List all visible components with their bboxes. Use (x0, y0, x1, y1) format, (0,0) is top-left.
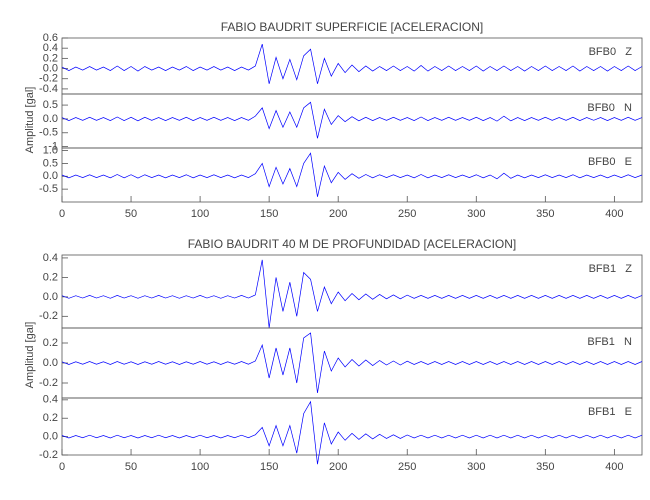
trace-name: BFB0 E (588, 156, 632, 168)
x-tick-label: 150 (260, 208, 278, 220)
subplot-frame (61, 397, 643, 456)
y-tick-label: 0.6 (43, 32, 58, 44)
x-tick-label: 250 (398, 208, 416, 220)
y-tick-label: 0.5 (43, 157, 58, 169)
x-tick-label: 200 (329, 208, 347, 220)
y-tick-label: 0.0 (43, 357, 58, 369)
x-tick-label: 100 (191, 208, 209, 220)
y-tick-label: -0.5 (39, 183, 58, 195)
y-tick-label: 0.4 (43, 252, 58, 264)
trace-name: BFB0 N (587, 102, 632, 114)
y-tick-label: 1.0 (43, 144, 58, 156)
trace-name: BFB0 Z (589, 46, 633, 58)
y-tick-label: 0.4 (43, 394, 58, 406)
y-tick-label: 0.5 (43, 99, 58, 111)
chart-title: FABIO BAUDRIT 40 M DE PROFUNDIDAD [ACELE… (188, 237, 517, 251)
x-tick-label: 350 (536, 461, 554, 473)
trace-name: BFB1 N (587, 336, 632, 348)
waveform (61, 152, 643, 197)
y-tick-label: 0.0 (43, 113, 58, 125)
subplot-frame (61, 254, 643, 329)
x-tick-label: 300 (467, 461, 485, 473)
y-tick-label: -0.2 (39, 310, 58, 322)
x-tick-label: 50 (125, 461, 137, 473)
y-tick-label: -0.5 (39, 127, 58, 139)
y-tick-label: 0.0 (43, 291, 58, 303)
chart-title: FABIO BAUDRIT SUPERFICIE [ACELERACION] (221, 20, 484, 34)
trace-name: BFB1 E (588, 406, 632, 418)
y-tick-label: 0.2 (43, 337, 58, 349)
y-tick-label: -0.2 (39, 73, 58, 85)
x-tick-label: 200 (329, 461, 347, 473)
x-tick-label: 250 (398, 461, 416, 473)
x-tick-label: 0 (59, 461, 65, 473)
y-tick-label: -0.4 (39, 83, 58, 95)
y-tick-label: -0.2 (39, 449, 58, 461)
waveform (61, 259, 643, 329)
waveform (61, 400, 643, 465)
x-tick-label: 350 (536, 208, 554, 220)
x-tick-label: 300 (467, 208, 485, 220)
y-tick-label: 0.4 (43, 42, 58, 54)
y-axis-label: Amplitud [gal] (24, 322, 36, 389)
x-tick-label: 150 (260, 461, 278, 473)
x-tick-label: 400 (605, 208, 623, 220)
y-axis-label: Amplitud [gal] (24, 87, 36, 154)
y-tick-label: 0.0 (43, 62, 58, 74)
y-tick-label: 0.2 (43, 412, 58, 424)
waveform (61, 44, 643, 84)
y-tick-label: -0.2 (39, 377, 58, 389)
y-tick-label: 0.0 (43, 170, 58, 182)
x-tick-label: 400 (605, 461, 623, 473)
subplot-frame (61, 93, 643, 149)
waveform (61, 101, 643, 139)
subplot-frame (61, 37, 643, 95)
y-tick-label: 0.0 (43, 431, 58, 443)
y-tick-label: -1 (48, 141, 58, 153)
waveform (61, 332, 643, 394)
y-tick-label: 0.2 (43, 52, 58, 64)
x-tick-label: 100 (191, 461, 209, 473)
x-tick-label: 50 (125, 208, 137, 220)
x-tick-label: 0 (59, 208, 65, 220)
trace-name: BFB1 Z (589, 263, 633, 275)
subplot-frame (61, 147, 643, 203)
y-tick-label: 0.2 (43, 271, 58, 283)
